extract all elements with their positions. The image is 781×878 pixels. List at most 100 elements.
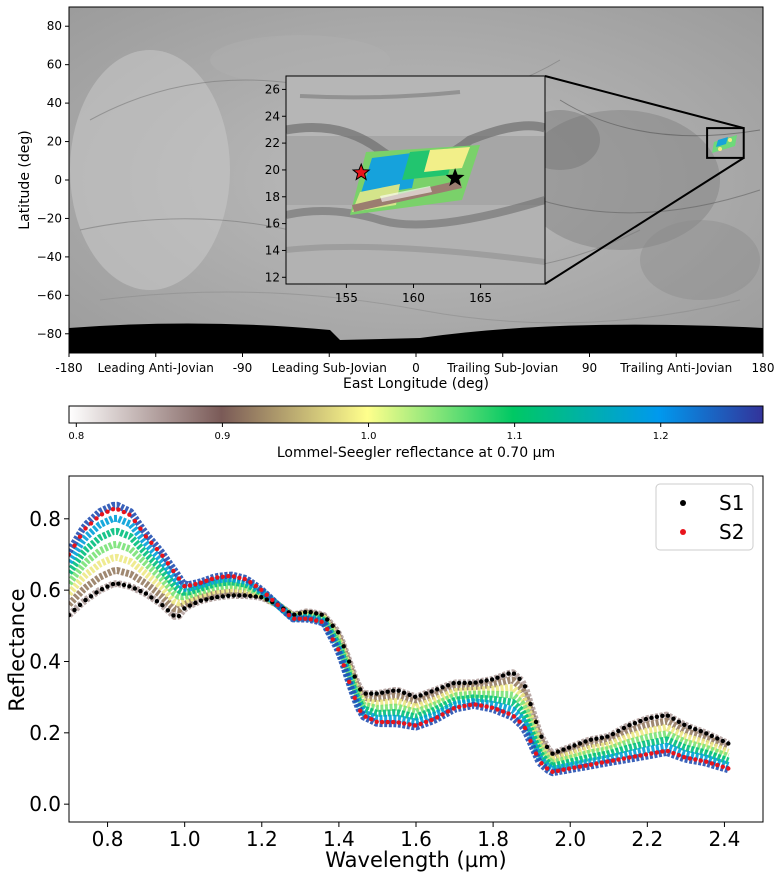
data-point-s1 <box>401 690 407 695</box>
map-x-tick-label: Leading Sub-Jovian <box>272 361 387 375</box>
data-point-s1 <box>698 729 703 734</box>
data-point-s1 <box>412 694 418 699</box>
data-point-s1 <box>347 659 352 664</box>
data-point-s2 <box>297 616 302 621</box>
data-point-s2 <box>412 723 418 728</box>
data-point-s1 <box>489 677 495 682</box>
data-point-s1 <box>193 600 198 606</box>
data-point-s1 <box>259 595 264 600</box>
data-point-s1 <box>385 689 390 694</box>
data-point-s2 <box>303 616 308 621</box>
data-point-s1 <box>462 680 467 686</box>
data-point-s2 <box>445 709 451 714</box>
data-point-s2 <box>726 766 731 771</box>
data-point-s2 <box>605 759 610 764</box>
data-point-s1 <box>638 718 643 724</box>
spectrum-band <box>69 567 730 761</box>
inset-y-tick-label: 12 <box>265 270 280 284</box>
data-point-s1 <box>176 613 182 619</box>
data-point-s1 <box>555 749 561 754</box>
data-point-s2 <box>473 702 478 707</box>
map-x-tick-label: 0 <box>412 361 420 375</box>
inset-y-tick-label: 14 <box>265 243 280 257</box>
spectrum-band <box>69 540 730 767</box>
data-point-s1 <box>627 723 632 728</box>
data-point-s2 <box>292 616 297 621</box>
data-point-s1 <box>121 582 127 588</box>
inset-x-tick-label: 160 <box>402 291 425 305</box>
data-point-s2 <box>69 552 72 557</box>
data-point-s1 <box>456 680 462 686</box>
data-point-s1 <box>550 751 555 756</box>
data-point-s2 <box>110 507 116 512</box>
reflectance-overlay <box>350 145 480 215</box>
data-point-s2 <box>467 702 473 708</box>
colorbar-ticks: 0.8 0.9 1.0 1.1 1.2 <box>68 423 669 442</box>
data-point-s1 <box>726 741 731 746</box>
data-point-s2 <box>500 709 506 714</box>
data-point-s1 <box>358 687 363 692</box>
data-point-s2 <box>594 761 599 766</box>
data-point-s1 <box>583 739 588 744</box>
data-point-s1 <box>237 593 242 598</box>
data-point-s2 <box>220 574 225 579</box>
data-point-s1 <box>116 581 121 586</box>
spectra-y-tick-label: 0.2 <box>29 721 61 745</box>
data-point-s2 <box>440 712 445 717</box>
spectra-x-tick-label: 1.8 <box>477 827 509 851</box>
data-point-s1 <box>99 587 105 592</box>
data-point-s1 <box>715 736 720 741</box>
data-point-s2 <box>198 580 204 585</box>
map-x-ticks: -180 Leading Anti-Jovian -90 Leading Sub-Jo… <box>55 353 774 375</box>
data-point-s1 <box>654 714 660 719</box>
data-point-s2 <box>495 707 500 712</box>
data-point-s1 <box>621 725 627 731</box>
data-point-s1 <box>522 684 528 689</box>
data-point-s2 <box>720 764 725 769</box>
data-point-s1 <box>572 743 577 748</box>
data-point-s2 <box>193 581 198 587</box>
data-point-s1 <box>665 713 671 718</box>
map-panel: -180 Leading Anti-Jovian -90 Leading Sub-Jo… <box>17 6 774 392</box>
data-point-s1 <box>182 606 187 611</box>
data-point-s1 <box>445 683 451 688</box>
data-point-s2 <box>127 512 132 517</box>
data-point-s2 <box>319 619 324 624</box>
data-point-s2 <box>511 714 517 719</box>
map-x-tick-label: 180 <box>752 361 775 375</box>
data-point-s2 <box>308 617 313 622</box>
data-point-s2 <box>204 578 209 583</box>
star-marker <box>351 162 371 181</box>
colorbar-tick-label: 1.1 <box>507 431 523 442</box>
map-y-tick-label: −80 <box>37 327 62 341</box>
series-s2 <box>69 507 731 774</box>
inset-y-tick-label: 22 <box>265 136 280 150</box>
data-point-s2 <box>638 753 643 758</box>
data-point-s1 <box>363 691 368 696</box>
data-point-s2 <box>671 751 676 756</box>
data-point-s2 <box>237 575 242 580</box>
data-point-s1 <box>341 644 346 649</box>
legend-label-s2: S2 <box>719 520 744 544</box>
data-point-s1 <box>154 599 160 604</box>
data-point-s2 <box>687 756 692 761</box>
spectra-x-tick-label: 1.6 <box>400 827 432 851</box>
spectra-x-tick-label: 2.4 <box>709 827 741 851</box>
data-point-s1 <box>440 685 445 690</box>
data-point-s2 <box>522 725 528 731</box>
data-point-s1 <box>391 688 396 693</box>
data-point-s2 <box>572 765 577 770</box>
data-point-s2 <box>528 738 533 744</box>
data-point-s1 <box>561 747 566 752</box>
data-point-s1 <box>69 612 72 618</box>
data-point-s1 <box>676 719 682 724</box>
data-point-s1 <box>511 671 517 676</box>
data-point-s1 <box>429 689 434 694</box>
spectra-y-tick-label: 0.4 <box>29 649 61 673</box>
data-point-s1 <box>566 745 572 750</box>
map-x-tick-label: -180 <box>55 361 82 375</box>
data-point-s1 <box>253 594 258 599</box>
data-point-s2 <box>693 757 698 762</box>
inset-markers <box>351 162 465 187</box>
data-point-s2 <box>215 575 220 580</box>
